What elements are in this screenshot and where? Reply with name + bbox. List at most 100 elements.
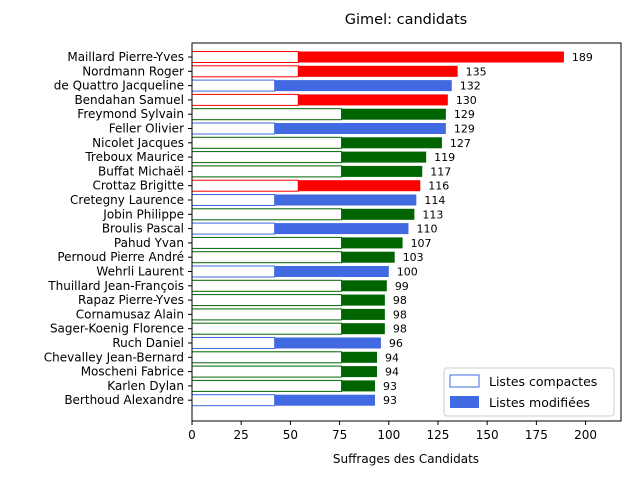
y-tick-label: Nordmann Roger xyxy=(82,64,184,78)
value-label: 100 xyxy=(397,266,418,279)
value-label: 94 xyxy=(385,351,399,364)
value-label: 117 xyxy=(430,165,451,178)
bar-compactes xyxy=(191,394,276,407)
y-tick-label: Jobin Philippe xyxy=(102,207,184,221)
bar-modifiees xyxy=(274,337,381,349)
y-tick-label: Maillard Pierre-Yves xyxy=(67,50,184,64)
y-tick-label: Pahud Yvan xyxy=(114,236,184,250)
bar-compactes xyxy=(191,179,299,192)
bar-compactes xyxy=(191,65,299,78)
y-tick-label: Ruch Daniel xyxy=(112,336,184,350)
bar-modifiees xyxy=(341,165,423,177)
x-tick-label: 175 xyxy=(525,428,548,442)
bar-compactes xyxy=(191,365,343,378)
value-label: 189 xyxy=(572,51,593,64)
y-tick-label: Rapaz Pierre-Yves xyxy=(78,293,184,307)
value-label: 127 xyxy=(450,137,471,150)
bar-compactes xyxy=(191,93,299,106)
x-tick-label: 0 xyxy=(188,428,196,442)
bar-modifiees xyxy=(274,266,389,277)
x-tick-label: 75 xyxy=(332,428,347,442)
y-tick-label: Pernoud Pierre André xyxy=(57,250,184,264)
bar-compactes xyxy=(191,151,343,164)
y-tick-label: Feller Olivier xyxy=(109,122,184,136)
value-label: 129 xyxy=(454,123,475,136)
bar-modifiees xyxy=(341,351,377,363)
bar-compactes xyxy=(191,251,343,264)
bar-modifiees xyxy=(274,80,452,92)
value-label: 98 xyxy=(393,308,407,321)
bar-modifiees xyxy=(341,151,427,163)
bar-modifiees xyxy=(341,137,442,149)
value-label: 103 xyxy=(403,251,424,264)
y-tick-label: Freymond Sylvain xyxy=(77,107,184,121)
bar-compactes xyxy=(191,108,343,121)
y-tick-label: Broulis Pascal xyxy=(102,222,184,236)
x-tick-label: 50 xyxy=(283,428,298,442)
y-tick-label: Nicolet Jacques xyxy=(92,136,184,150)
x-axis: 0 25 50 75 100 125 150 175 200 xyxy=(188,421,597,442)
bar-modifiees xyxy=(341,208,415,220)
x-tick-label: 200 xyxy=(574,428,597,442)
bar-compactes xyxy=(191,136,343,149)
y-tick-label: Berthoud Alexandre xyxy=(64,393,184,407)
bar-modifiees xyxy=(341,366,377,378)
value-label: 110 xyxy=(416,223,437,236)
bar-modifiees xyxy=(341,380,376,392)
value-label: 116 xyxy=(428,180,449,193)
legend: Listes compactes Listes modifiées xyxy=(443,367,615,417)
bar-modifiees xyxy=(298,51,564,63)
value-label: 93 xyxy=(383,394,397,407)
y-tick-label: Moscheni Fabrice xyxy=(81,365,184,379)
y-tick-label: Chevalley Jean-Bernard xyxy=(44,350,184,364)
chart-title: Gimel: candidats xyxy=(345,12,467,28)
bar-modifiees xyxy=(341,108,446,120)
x-axis-label: Suffrages des Candidats xyxy=(333,452,479,466)
bar-compactes xyxy=(191,122,276,135)
plot-area: 1891351321301291291271191171161141131101… xyxy=(191,51,593,407)
bar-compactes xyxy=(191,322,343,335)
value-label: 99 xyxy=(395,280,409,293)
bar-modifiees xyxy=(298,180,421,192)
y-tick-label: Cretegny Laurence xyxy=(70,193,184,207)
bar-modifiees xyxy=(298,94,448,106)
bar-modifiees xyxy=(274,194,417,206)
bar-modifiees xyxy=(341,251,395,263)
bar-modifiees xyxy=(298,65,458,77)
bar-compactes xyxy=(191,294,343,307)
y-tick-label: de Quattro Jacqueline xyxy=(54,79,184,93)
value-label: 107 xyxy=(411,237,432,250)
value-label: 129 xyxy=(454,108,475,121)
value-label: 94 xyxy=(385,366,399,379)
x-tick-label: 100 xyxy=(377,428,400,442)
bar-compactes xyxy=(191,379,343,392)
bar-compactes xyxy=(191,337,276,349)
y-tick-label: Treboux Maurice xyxy=(84,150,184,164)
y-tick-label: Wehrli Laurent xyxy=(96,265,184,279)
bar-compactes xyxy=(191,308,343,321)
bar-compactes xyxy=(191,279,343,292)
bar-modifiees xyxy=(274,123,446,134)
legend-label-modifiees: Listes modifiées xyxy=(489,395,590,410)
legend-swatch-modifiees xyxy=(450,396,479,408)
value-label: 135 xyxy=(466,65,487,78)
bar-compactes xyxy=(191,236,343,249)
legend-frame xyxy=(443,367,615,417)
bar-modifiees xyxy=(341,280,387,292)
value-label: 113 xyxy=(422,208,443,221)
x-tick-label: 125 xyxy=(427,428,450,442)
value-label: 96 xyxy=(389,337,403,350)
value-label: 114 xyxy=(424,194,445,207)
x-tick-label: 25 xyxy=(234,428,249,442)
bar-modifiees xyxy=(341,323,385,335)
legend-label-compactes: Listes compactes xyxy=(489,374,597,389)
value-label: 132 xyxy=(460,80,481,93)
bar-modifiees xyxy=(341,237,403,249)
y-tick-label: Thuillard Jean-François xyxy=(47,279,184,293)
bar-modifiees xyxy=(274,394,376,406)
value-label: 93 xyxy=(383,380,397,393)
y-tick-label: Karlen Dylan xyxy=(107,379,184,393)
y-tick-label: Bendahan Samuel xyxy=(74,93,184,107)
bar-modifiees xyxy=(274,223,409,235)
